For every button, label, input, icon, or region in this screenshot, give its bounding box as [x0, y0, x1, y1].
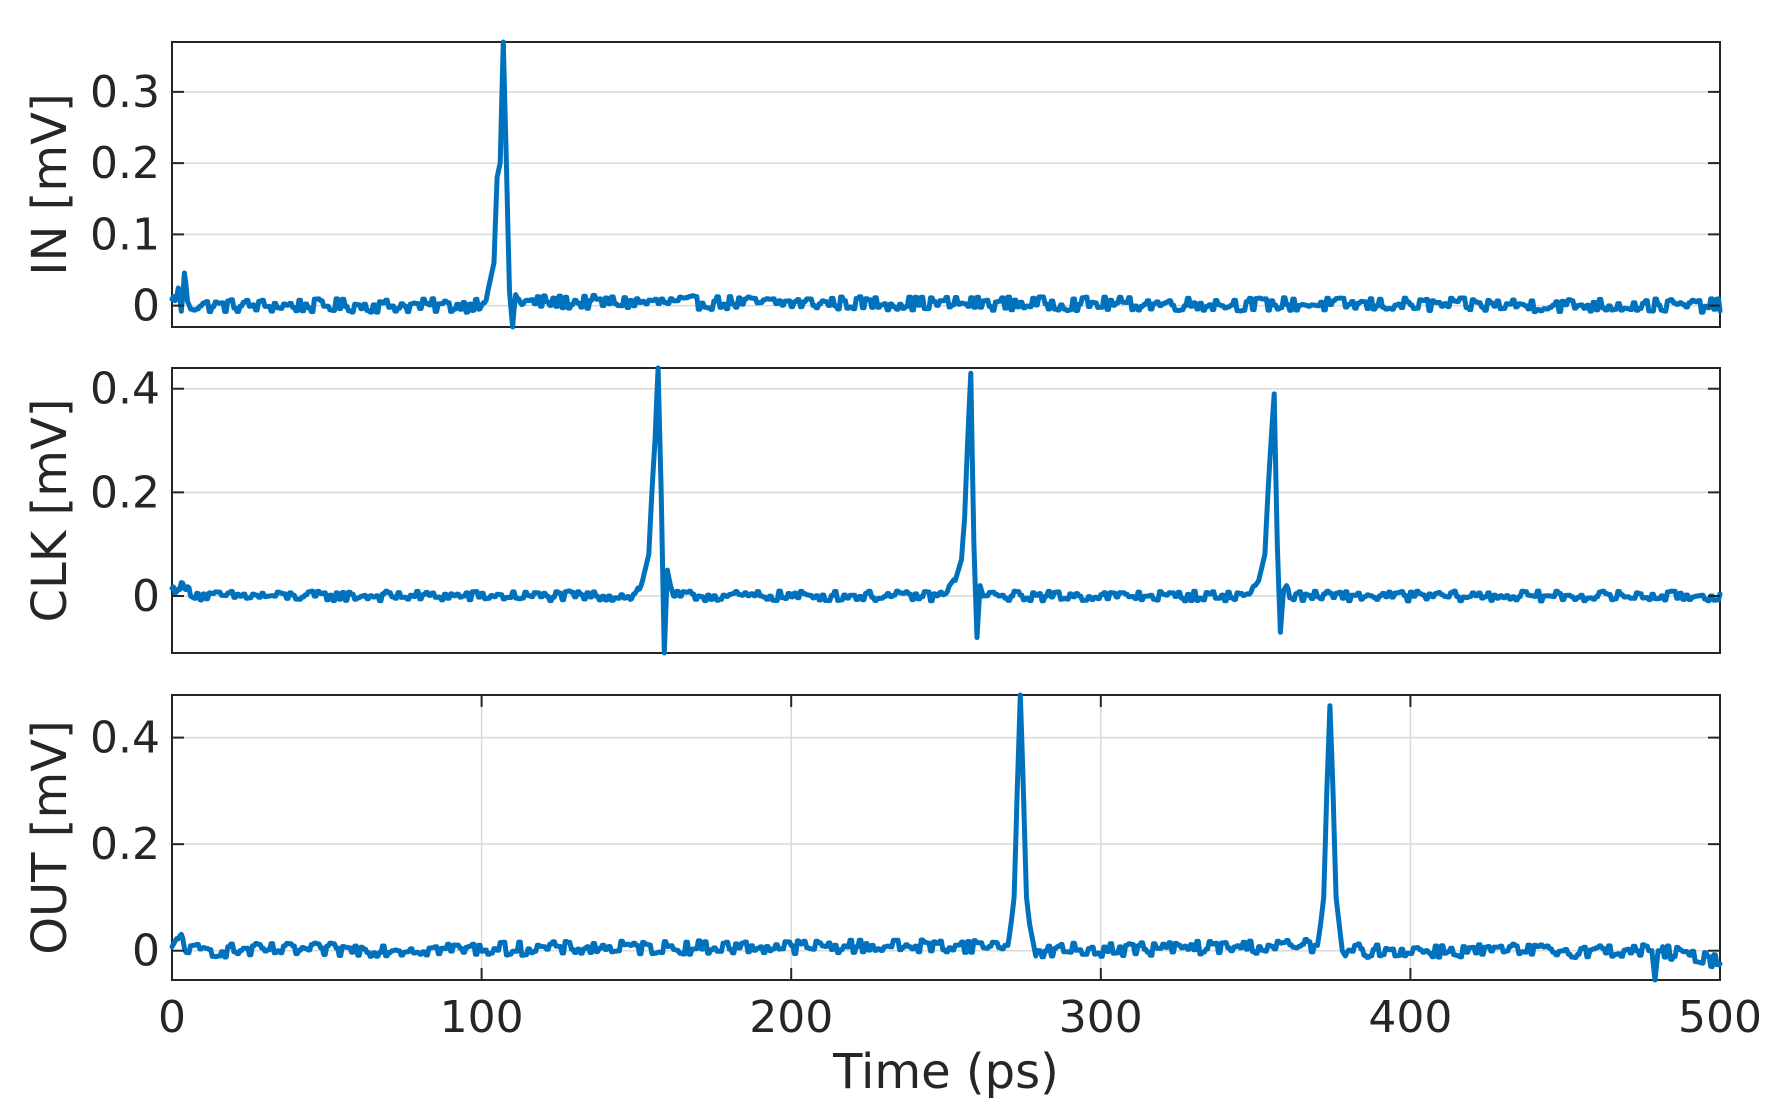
panel-out-xtick-label: 200: [749, 992, 833, 1043]
panel-clk: 0 0.2 0.4 CLK [mV]: [22, 364, 1723, 656]
panel-out-ytick-label: 0: [132, 926, 160, 977]
panel-in-trace: [169, 39, 1723, 330]
panel-out: 0 0.2 0.4 0 100 200 300 400 500 OUT [mV] Time (p…: [22, 692, 1762, 1100]
panel-clk-trace: [169, 365, 1723, 656]
panel-out-xtick-label: 300: [1059, 992, 1143, 1043]
panel-in-gridlines: [172, 91, 1720, 307]
panel-out-ytick-label: 0.4: [90, 713, 160, 764]
panel-out-xtick-label: 400: [1368, 992, 1452, 1043]
panel-out-ytick-label: 0.2: [90, 819, 160, 870]
panel-clk-ticks: 0 0.2 0.4: [90, 364, 1720, 622]
panel-clk-ytick-label: 0.2: [90, 467, 160, 518]
panel-out-trace: [169, 692, 1723, 983]
panel-in-axes: [171, 41, 1721, 328]
panel-out-xtick-label: 100: [440, 992, 524, 1043]
panel-out-axes: [171, 694, 1721, 981]
panel-out-xtick-label: 0: [158, 992, 186, 1043]
panel-in-ytick-label: 0.3: [90, 67, 160, 118]
panel-in-ticks: 0 0.1 0.2 0.3: [90, 67, 1720, 332]
panel-in-ytick-label: 0.1: [90, 209, 160, 260]
x-axis-label: Time (ps): [832, 1044, 1059, 1100]
panel-in-ytick-label: 0: [132, 281, 160, 332]
panel-clk-ylabel: CLK [mV]: [22, 398, 78, 622]
panel-clk-ytick-label: 0: [132, 571, 160, 622]
panel-out-ylabel: OUT [mV]: [22, 720, 78, 955]
panel-clk-axes: [171, 367, 1721, 654]
panel-clk-ytick-label: 0.4: [90, 364, 160, 415]
panel-in-ytick-label: 0.2: [90, 138, 160, 189]
panel-out-xtick-label: 500: [1678, 992, 1762, 1043]
panel-in: 0 0.1 0.2 0.3 IN [mV]: [22, 39, 1723, 332]
panel-out-ticks: 0 0.2 0.4 0 100 200 300 400 500: [90, 695, 1762, 1043]
panel-in-ylabel: IN [mV]: [22, 93, 78, 275]
